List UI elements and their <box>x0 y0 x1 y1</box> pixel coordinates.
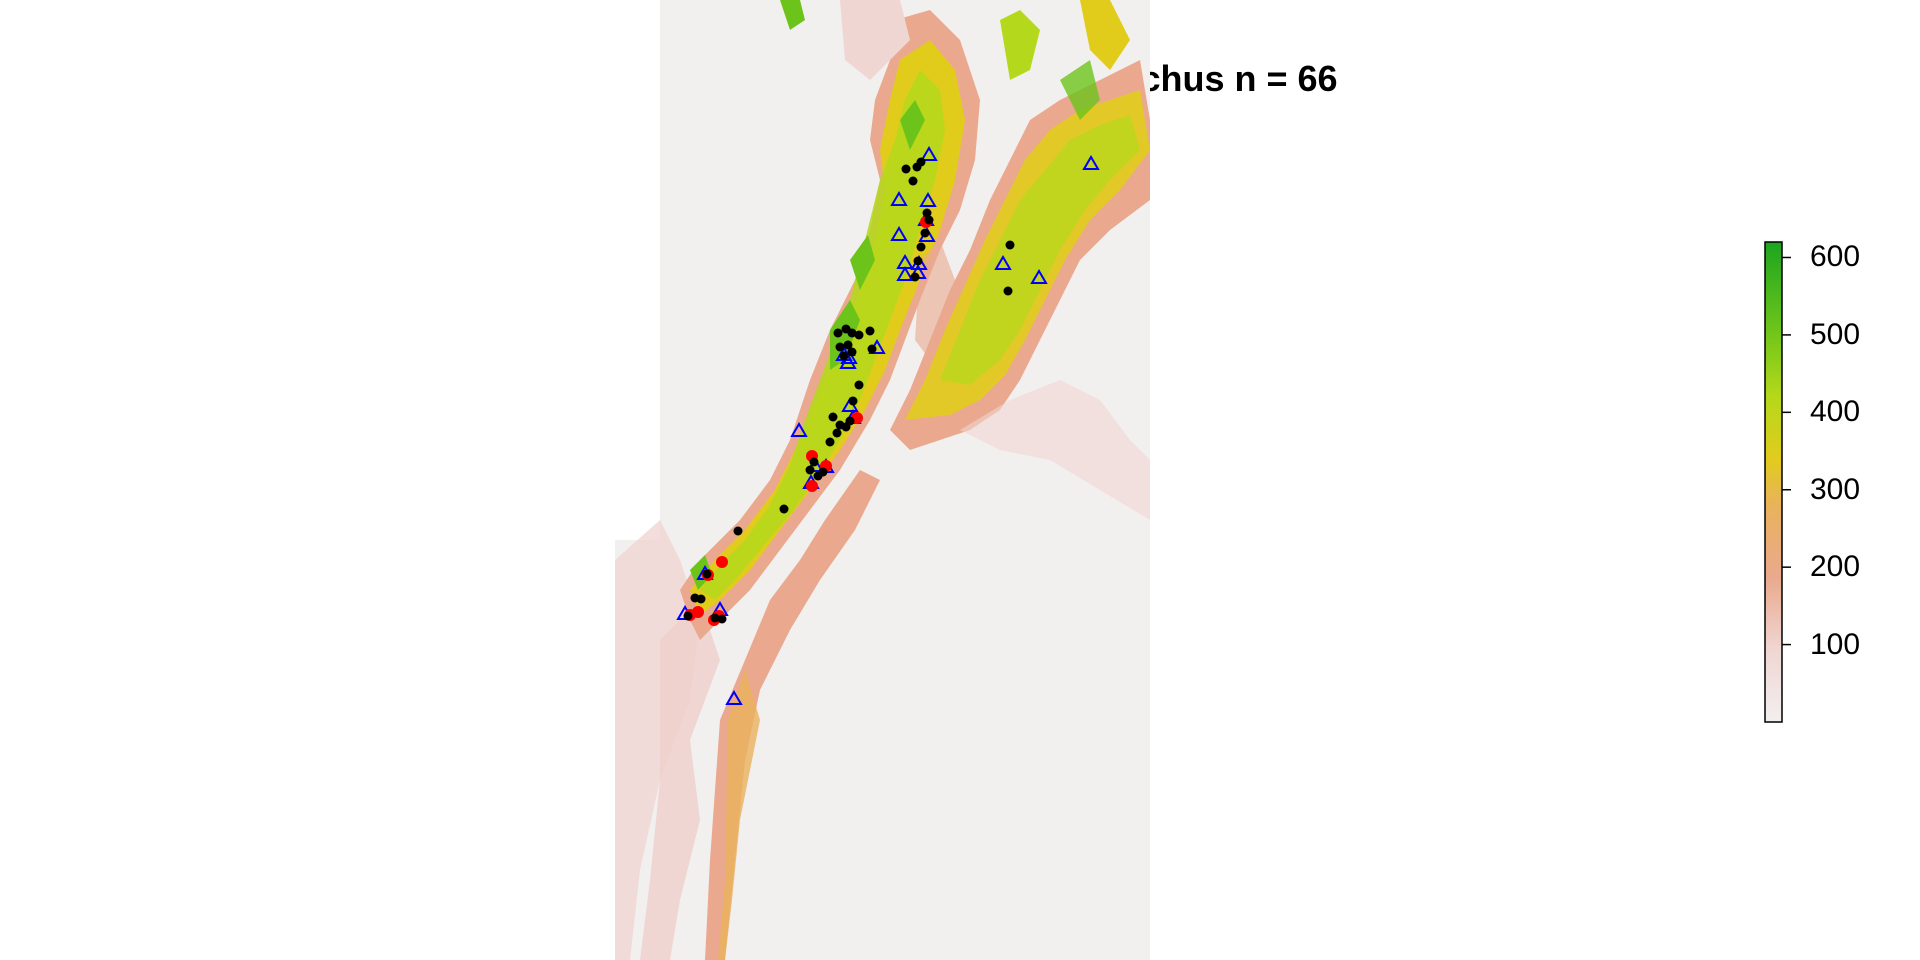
red-dot-marker <box>806 480 818 492</box>
black-dot-marker <box>696 594 706 604</box>
black-dot-marker <box>818 467 828 477</box>
map-green-patch-1 <box>830 300 860 370</box>
map-north-patch-4 <box>780 0 805 30</box>
red-dot-marker <box>716 556 728 568</box>
legend-tick-label: 200 <box>1810 550 1861 584</box>
map-north-patch-1 <box>1000 10 1040 80</box>
color-legend: 100 200 300 400 500 600 <box>1764 240 1920 740</box>
map-north-patch-3 <box>1060 60 1100 120</box>
legend-gradient <box>1764 241 1783 723</box>
black-dot-marker <box>854 380 864 390</box>
legend-tick-label: 600 <box>1810 240 1861 274</box>
legend-ticks <box>1782 256 1791 646</box>
black-dot-marker <box>865 326 875 336</box>
triangle-marker <box>896 266 914 281</box>
triangle-marker <box>994 255 1012 270</box>
map-green-patch-2 <box>850 235 875 290</box>
black-dot-marker <box>710 613 720 623</box>
legend-tick-label: 500 <box>1810 317 1861 351</box>
black-dot-marker <box>847 328 857 338</box>
black-dot-marker <box>908 176 918 186</box>
black-dot-marker <box>805 465 815 475</box>
black-dot-marker <box>867 344 877 354</box>
map-east-slope <box>960 380 1150 520</box>
legend-tick-label: 300 <box>1810 472 1861 506</box>
black-dot-marker <box>828 412 838 422</box>
legend-tick-label: 400 <box>1810 395 1861 429</box>
black-dot-marker <box>733 526 743 536</box>
black-dot-marker <box>910 272 920 282</box>
red-dot-marker <box>692 606 704 618</box>
blue-triangles <box>676 146 1100 705</box>
black-dot-marker <box>809 457 819 467</box>
triangle-marker <box>919 192 937 207</box>
map-pink-band-1 <box>640 600 720 960</box>
triangle-marker <box>890 226 908 241</box>
black-dot-marker <box>847 347 857 357</box>
black-dot-marker <box>848 396 858 406</box>
triangle-marker <box>790 422 808 437</box>
black-dot-marker <box>833 328 843 338</box>
triangle-marker <box>1030 269 1048 284</box>
map-north-patch-5 <box>840 0 910 80</box>
map-green-patch-3 <box>900 100 925 150</box>
black-dot-marker <box>924 215 934 225</box>
map-cordillera-central-green <box>940 115 1140 385</box>
black-dots <box>683 157 1015 624</box>
black-dot-marker <box>916 157 926 167</box>
triangle-marker <box>920 146 938 161</box>
black-dot-marker <box>683 611 693 621</box>
map-corridor-south-inner <box>718 670 760 960</box>
black-dot-marker <box>845 416 855 426</box>
triangle-marker <box>725 690 743 705</box>
black-dot-marker <box>702 569 712 579</box>
map-raster <box>615 0 1150 960</box>
black-dot-marker <box>843 340 853 350</box>
black-dot-marker <box>913 256 923 266</box>
legend-tick-label: 100 <box>1810 627 1861 661</box>
black-dot-marker <box>779 504 789 514</box>
legend-colorbar <box>1764 241 1791 723</box>
occurrence-markers <box>676 146 1100 705</box>
map-cordillera-west-green <box>700 70 945 600</box>
black-dot-marker <box>922 208 932 218</box>
black-dot-marker <box>839 351 849 361</box>
black-dot-marker <box>835 342 845 352</box>
map-sea-corner <box>615 0 660 540</box>
map-north-patch-2 <box>1080 0 1130 70</box>
triangle-marker <box>890 191 908 206</box>
black-dot-marker <box>1005 240 1015 250</box>
black-dot-marker <box>717 614 727 624</box>
black-dot-marker <box>901 164 911 174</box>
black-dot-marker <box>1003 286 1013 296</box>
black-dot-marker <box>916 242 926 252</box>
triangle-marker <box>1082 155 1100 170</box>
black-dot-marker <box>920 228 930 238</box>
black-dot-marker <box>832 428 842 438</box>
black-dot-marker <box>854 330 864 340</box>
black-dot-marker <box>825 437 835 447</box>
